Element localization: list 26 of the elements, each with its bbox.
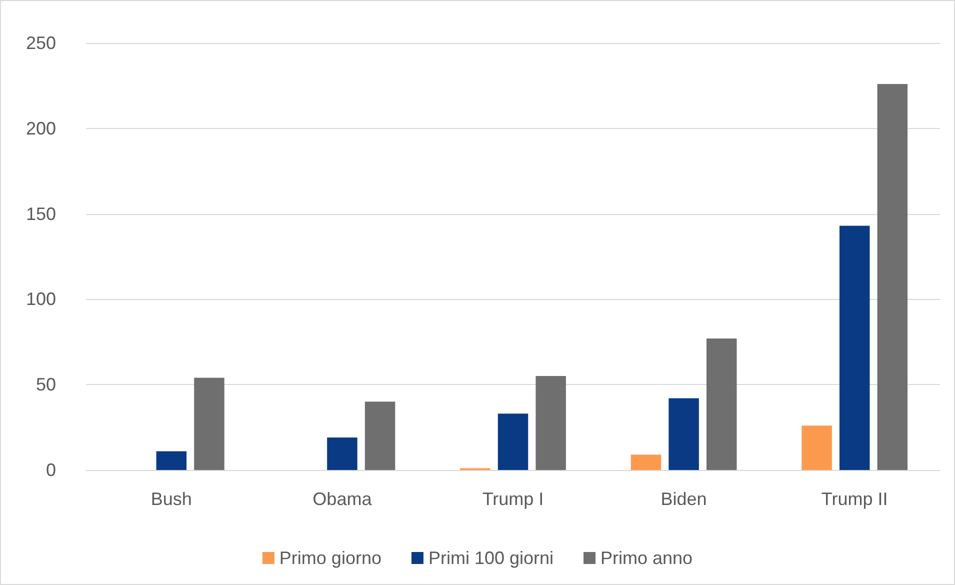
bar [194,378,224,470]
x-tick-label: Bush [150,489,192,509]
bar [706,338,737,470]
bar [498,414,528,470]
bar [327,438,358,470]
bar [536,376,566,470]
bar [839,226,870,470]
bar [877,84,908,470]
bar [630,454,662,470]
y-tick-label: 200 [26,118,56,138]
y-tick-label: 250 [26,33,56,53]
legend-label: Primo anno [600,548,693,568]
bar [802,426,832,470]
bar [668,398,699,470]
y-tick-label: 150 [26,204,56,224]
y-tick-label: 100 [26,289,56,310]
legend-label: Primi 100 giorni [428,548,554,568]
bar [364,402,396,470]
x-tick-label: Obama [312,489,373,509]
x-tick-label: Biden [660,489,707,509]
x-tick-label: Trump II [821,489,888,509]
bar [156,451,187,470]
legend-label: Primo giorno [279,548,382,568]
x-tick-label: Trump I [482,489,544,509]
y-tick-label: 50 [36,374,56,395]
y-tick-label: 0 [46,460,56,480]
